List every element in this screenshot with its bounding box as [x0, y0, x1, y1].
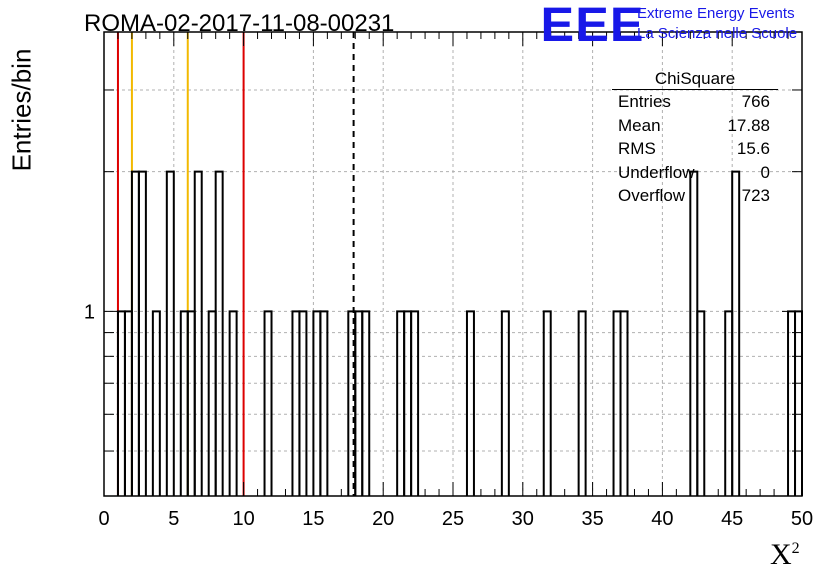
- stat-label: RMS: [618, 139, 656, 158]
- y-tick-label: 1: [84, 301, 95, 323]
- stat-label: Entries: [618, 92, 671, 111]
- stat-label: Mean: [618, 115, 661, 135]
- histogram-bin: [619, 310, 629, 496]
- axis-ticks: 0 5 10 15 20 25 30 35 40 45 50 1: [84, 32, 813, 530]
- x-tick-label: 0: [98, 508, 109, 530]
- histogram-bin: [696, 310, 706, 496]
- stat-row-entries: Entries 766: [612, 90, 778, 114]
- x-tick-label: 15: [302, 508, 324, 530]
- x-tick-label: 10: [232, 508, 254, 530]
- stats-title: ChiSquare: [612, 68, 778, 90]
- histogram-bin: [130, 170, 140, 496]
- stat-row-rms: RMS 15.6: [612, 137, 778, 161]
- x-tick-label: 40: [651, 508, 673, 530]
- histogram-bin: [724, 310, 734, 496]
- x-axis-label: X2: [770, 538, 800, 572]
- histogram-bin: [465, 310, 475, 496]
- logo-line-2: La Scienza nelle Scuole: [637, 25, 798, 42]
- histogram-bin: [207, 310, 217, 496]
- logo-line-1: Extreme Energy Events: [637, 5, 795, 22]
- histogram-bin: [396, 310, 406, 496]
- histogram-bin: [542, 310, 552, 496]
- histogram-bin: [179, 310, 189, 496]
- x-tick-label: 35: [581, 508, 603, 530]
- histogram-bin: [319, 310, 329, 496]
- x-axis-label-symbol: X: [770, 538, 792, 571]
- stat-row-underflow: Underflow 0: [612, 161, 778, 185]
- histogram-bin: [186, 310, 196, 496]
- stat-label: Underflow: [618, 162, 695, 182]
- histogram-bin: [577, 310, 587, 496]
- x-tick-label: 20: [372, 508, 394, 530]
- logo-text: Extreme Energy Events La Scienza nelle S…: [637, 4, 797, 44]
- x-tick-label: 45: [721, 508, 743, 530]
- stat-value: 17.88: [727, 115, 770, 135]
- histogram-bin: [193, 170, 203, 496]
- histogram-bin: [689, 170, 699, 496]
- eee-logo: EEE Extreme Energy Events La Scienza nel…: [540, 0, 798, 52]
- histogram-bin: [731, 170, 741, 496]
- histogram-bin: [312, 310, 322, 496]
- histogram-bin: [410, 310, 420, 496]
- histogram-bin: [263, 310, 273, 496]
- histogram-bin: [291, 310, 301, 496]
- histogram-bin: [361, 310, 371, 496]
- histogram-bin: [403, 310, 413, 496]
- stat-value: 0: [760, 162, 770, 182]
- histogram-bins: [116, 170, 803, 496]
- histogram-bin: [298, 310, 308, 496]
- histogram-bin: [787, 310, 797, 496]
- histogram-bin: [165, 170, 175, 496]
- stat-row-overflow: Overflow 723: [612, 184, 778, 208]
- x-tick-label: 50: [791, 508, 813, 530]
- histogram-bin: [123, 310, 133, 496]
- histogram-bin: [151, 310, 161, 496]
- histogram-bin: [794, 310, 803, 496]
- histogram-bin: [354, 310, 364, 496]
- stats-box: ChiSquare Entries 766 Mean 17.88 RMS 15.…: [612, 68, 778, 208]
- stat-value: 15.6: [736, 139, 770, 158]
- chart-title: ROMA-02-2017-11-08-00231: [84, 10, 395, 37]
- histogram-bin: [500, 310, 510, 496]
- x-tick-label: 25: [442, 508, 464, 530]
- stat-value: 766: [741, 92, 770, 111]
- x-axis-label-superscript: 2: [791, 540, 800, 557]
- histogram-bin: [228, 310, 238, 496]
- histogram-bin: [116, 310, 126, 496]
- histogram-bin: [612, 310, 622, 496]
- histogram-bin: [347, 310, 357, 496]
- stat-value: 723: [741, 186, 770, 205]
- x-tick-label: 5: [168, 508, 179, 530]
- y-axis-label: Entries/bin: [6, 48, 37, 172]
- logo-mark: EEE: [540, 0, 645, 52]
- histogram-bin: [137, 170, 147, 496]
- x-tick-label: 30: [512, 508, 534, 530]
- histogram-bin: [214, 170, 224, 496]
- stat-label: Overflow: [618, 186, 686, 205]
- stat-row-mean: Mean 17.88: [612, 114, 778, 138]
